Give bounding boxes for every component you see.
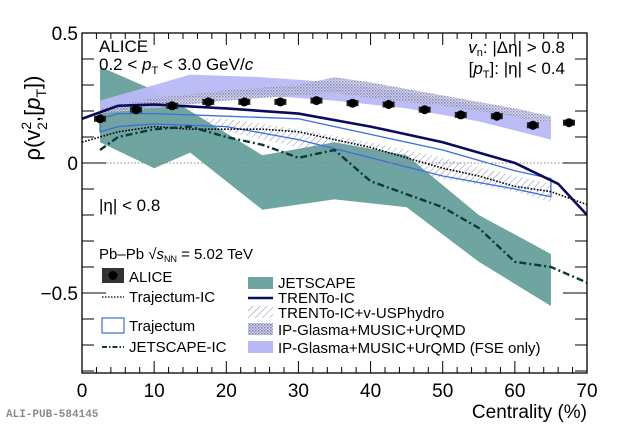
svg-text:Trajectum-IC: Trajectum-IC [129, 289, 215, 306]
band-ipglasma-fse [100, 74, 551, 140]
legend-item-ipglasma-fse: IP-Glasma+MUSIC+UrQMD (FSE only) [248, 340, 541, 357]
alice-point [346, 98, 359, 108]
alice-point [310, 96, 323, 106]
lines-layer [82, 103, 587, 284]
alice-point [202, 97, 215, 107]
ylabel-end: ]) [20, 76, 45, 89]
x-tick-label: 10 [144, 381, 165, 402]
system-label: Pb–Pb √sNN = 5.02 TeV [99, 246, 253, 264]
pt-range-label: 0.2 < pT < 3.0 GeV/c [99, 55, 254, 77]
legend-item-trajectum: Trajectum [101, 317, 195, 335]
band-trajectum [99, 112, 552, 198]
alice-marker [384, 100, 394, 109]
alice-marker [95, 114, 105, 124]
legend-item-alice: ALICE [102, 268, 172, 286]
y-tick-label: −0.5 [40, 284, 78, 305]
alice-point [238, 97, 251, 107]
alice-point [382, 100, 395, 109]
alice-marker [528, 120, 538, 130]
x-tick-label: 0 [77, 381, 88, 402]
legend-item-jetscape: JETSCAPE [248, 275, 356, 292]
ylabel-p: p [20, 98, 45, 111]
y-axis-label: ρ(v22,[pT]) [18, 76, 50, 161]
x-tick-label: 20 [216, 381, 237, 402]
plot-frame [81, 32, 588, 374]
alice-marker [203, 97, 213, 107]
pt-cut-label: [pT]: |η| < 0.4 [469, 59, 565, 81]
legend-item-trajectum-ic: Trajectum-IC [102, 289, 215, 306]
alice-point [274, 97, 287, 107]
alice-point [166, 101, 179, 111]
alice-point [130, 105, 143, 115]
y-axis: −0.5 0 0.5 [40, 24, 587, 372]
ylabel-sub: 2 [34, 122, 50, 130]
alice-marker [131, 105, 141, 115]
x-tick-label: 70 [576, 381, 597, 402]
alice-marker [239, 97, 249, 107]
alice-marker [420, 105, 430, 115]
alice-marker [564, 118, 574, 128]
alice-marker [311, 96, 321, 106]
svg-text:ALICE: ALICE [129, 269, 172, 286]
y-tick-label: 0.5 [52, 24, 78, 45]
band-ipglasma [100, 77, 551, 124]
x-tick-label: 50 [432, 381, 453, 402]
x-tick-label: 60 [504, 381, 525, 402]
alice-point [94, 114, 107, 124]
ylabel-mid: ,[ [20, 110, 45, 122]
x-tick-label: 40 [360, 381, 381, 402]
alice-point [562, 118, 575, 128]
alice-point [526, 120, 539, 130]
points-layer [94, 96, 575, 130]
eta-cut-label: |η| < 0.8 [99, 196, 160, 215]
legend-item-jetscape-ic: JETSCAPE-IC [102, 339, 227, 356]
experiment-label: ALICE [99, 37, 148, 56]
publication-id: ALI-PUB-584145 [6, 409, 99, 421]
ylabel-rho: ρ(v [20, 130, 45, 161]
y-tick-label: 0 [67, 154, 78, 175]
alice-point [418, 105, 431, 115]
alice-marker [167, 101, 177, 111]
ylabel-sup: 2 [18, 122, 34, 130]
svg-text:TRENTo-IC: TRENTo-IC [278, 290, 355, 307]
alice-marker [456, 110, 466, 120]
x-tick-label: 30 [288, 381, 309, 402]
svg-text:JETSCAPE: JETSCAPE [278, 275, 356, 292]
legend-item-trento-ic: TRENTo-IC [248, 290, 355, 307]
svg-text:ρ(v22,[pT]): ρ(v22,[pT]) [18, 76, 50, 161]
alice-marker [492, 111, 502, 121]
alice-point [454, 110, 467, 120]
x-axis: 0 10 20 30 40 50 60 70 [77, 33, 598, 402]
vn-cut-label: vn: |Δη| > 0.8 [468, 38, 565, 59]
svg-text:IP-Glasma+MUSIC+UrQMD: IP-Glasma+MUSIC+UrQMD [278, 322, 466, 339]
bands-layer [99, 66, 552, 306]
legend-item-trento-usphydro: TRENTo-IC+v-USPhydro [248, 305, 444, 322]
plot-area [82, 66, 587, 306]
svg-text:Trajectum: Trajectum [129, 318, 195, 335]
legend: ALICE Trajectum-IC Trajectum JETSCAPE-IC… [101, 268, 541, 357]
line-jetscape-ic [99, 125, 587, 284]
line-trajectum-ic [82, 125, 587, 206]
svg-text:JETSCAPE-IC: JETSCAPE-IC [129, 339, 227, 356]
ylabel-pt-sub: T [33, 89, 49, 98]
svg-text:TRENTo-IC+v-USPhydro: TRENTo-IC+v-USPhydro [278, 305, 444, 322]
alice-point [490, 111, 503, 121]
svg-text:IP-Glasma+MUSIC+UrQMD (FSE onl: IP-Glasma+MUSIC+UrQMD (FSE only) [278, 340, 541, 357]
line-trento-ic [82, 103, 587, 216]
alice-marker [275, 97, 285, 107]
legend-item-ipglasma: IP-Glasma+MUSIC+UrQMD [248, 322, 466, 339]
alice-marker [348, 98, 358, 108]
x-axis-label: Centrality (%) [472, 402, 587, 423]
